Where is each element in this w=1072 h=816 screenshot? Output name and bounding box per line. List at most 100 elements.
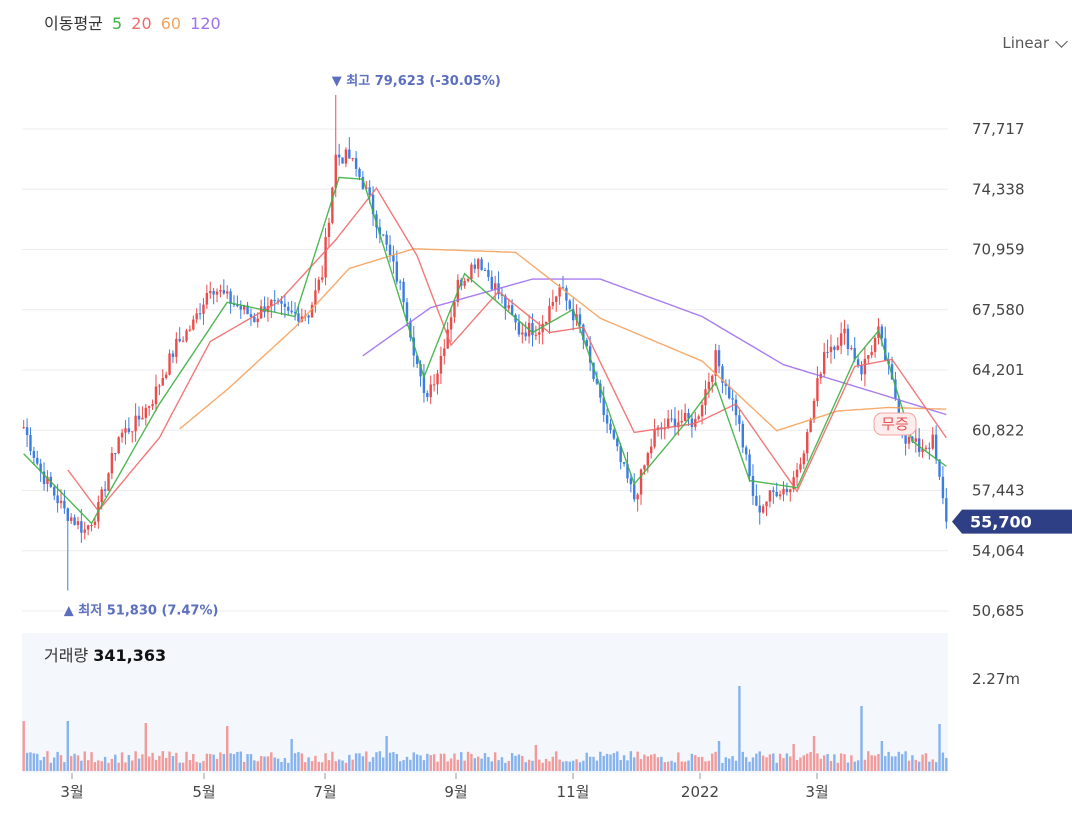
volume-bar: [371, 757, 375, 771]
volume-bar: [219, 752, 222, 771]
volume-bar: [721, 762, 724, 771]
volume-bar: [680, 761, 683, 771]
candle-body: [755, 495, 758, 506]
candle-body: [348, 149, 351, 159]
candle-body: [612, 430, 616, 439]
volume-bar: [490, 761, 493, 771]
candle-body: [53, 487, 56, 496]
volume-bar: [171, 756, 175, 771]
candle-body: [66, 508, 69, 521]
volume-bar: [887, 751, 890, 771]
candle-body: [202, 304, 205, 314]
candle-body: [775, 491, 778, 497]
candle-body: [758, 505, 761, 513]
candle-body: [636, 494, 639, 500]
candle-body: [884, 338, 887, 361]
volume-bar: [59, 755, 63, 771]
volume-bar: [531, 760, 534, 771]
candle-body: [317, 279, 320, 291]
event-badge[interactable]: 무증: [873, 412, 917, 436]
grid-lines: [22, 128, 948, 612]
candle-body: [161, 378, 164, 386]
volume-bar: [232, 754, 236, 771]
volume-bar: [839, 753, 843, 771]
volume-bar: [609, 754, 612, 771]
candle-body: [449, 317, 453, 330]
candle-body: [741, 423, 744, 448]
candle-body: [646, 453, 650, 466]
candle-body: [843, 328, 846, 334]
volume-bar: [422, 760, 426, 771]
scale-select[interactable]: Linear: [1002, 34, 1068, 52]
y-tick-label: 60,822: [972, 421, 1025, 439]
volume-bar: [768, 754, 772, 771]
volume-bar: [222, 754, 226, 771]
candle-body: [56, 495, 59, 504]
volume-bar: [656, 757, 660, 771]
candle-body: [945, 498, 948, 522]
candle-body: [470, 264, 473, 280]
candle-body: [215, 291, 219, 295]
candle-body: [29, 435, 32, 452]
volume-bar: [748, 761, 751, 771]
candle-body: [473, 264, 477, 269]
volume-bar: [290, 739, 293, 771]
volume-bar: [293, 753, 297, 771]
volume-bar: [707, 760, 711, 771]
ma20-label[interactable]: 20: [131, 14, 152, 33]
ma5-label[interactable]: 5: [111, 14, 123, 33]
volume-bar: [358, 753, 361, 771]
volume-bar: [860, 706, 863, 771]
volume-bar: [181, 762, 185, 771]
volume-bar: [585, 752, 588, 771]
volume-bar: [246, 754, 249, 771]
volume-title: 거래량: [44, 646, 89, 665]
candle-body: [490, 276, 493, 290]
volume-bar: [819, 758, 823, 771]
candle-body: [226, 291, 229, 294]
candle-body: [836, 345, 839, 350]
candle-body: [331, 187, 334, 223]
volume-bar: [782, 758, 785, 771]
candle-body: [134, 415, 137, 432]
candle-body: [446, 329, 449, 349]
volume-bar: [80, 760, 83, 771]
volume-bar: [945, 757, 948, 771]
x-tick-label: 3월: [60, 783, 83, 801]
volume-bar: [666, 761, 670, 771]
candle-body: [680, 421, 683, 423]
candle-body: [924, 447, 928, 450]
candle-body: [602, 397, 605, 416]
volume-bar: [385, 736, 388, 771]
candle-body: [86, 525, 90, 530]
volume-bar: [700, 756, 704, 771]
candle-body: [432, 384, 436, 386]
volume-bar: [646, 756, 650, 771]
candle-body: [724, 382, 728, 387]
ma60-label[interactable]: 60: [160, 14, 182, 33]
volume-bar: [755, 753, 758, 771]
ma120-label[interactable]: 120: [190, 14, 221, 33]
volume-bar: [280, 761, 283, 771]
candle-body: [168, 353, 171, 375]
candle-body: [571, 308, 575, 321]
x-tick-label: 9월: [444, 783, 467, 801]
x-axis-ticks: 3월 5월 7월 9월 11월 2022 3월: [60, 773, 829, 801]
volume-bar: [263, 756, 266, 771]
volume-value: 341,363: [93, 646, 167, 665]
candle-body: [870, 351, 873, 356]
volume-bar: [205, 753, 209, 771]
candle-body: [778, 494, 782, 497]
volume-bar: [382, 757, 385, 771]
volume-bar: [46, 751, 49, 771]
candle-body: [914, 438, 917, 442]
candle-body: [802, 453, 806, 465]
volume-bar: [56, 751, 59, 771]
volume-bar: [63, 762, 66, 771]
moving-average-lines: [23, 176, 947, 525]
candle-body: [772, 490, 775, 492]
candle-body: [653, 430, 656, 447]
volume-bar: [507, 760, 510, 771]
volume-bar: [73, 753, 76, 771]
